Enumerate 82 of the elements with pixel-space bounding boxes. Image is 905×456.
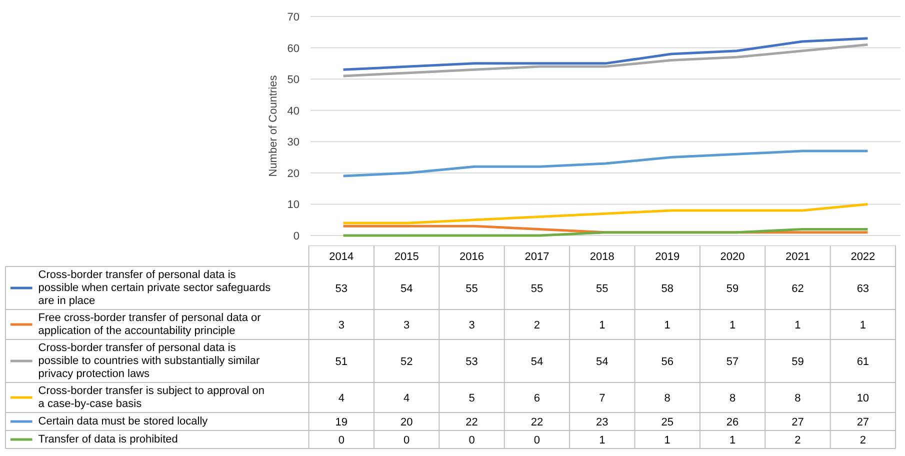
data-label: 56 (661, 356, 674, 368)
data-label: 62 (792, 283, 804, 295)
data-label: 27 (792, 416, 804, 428)
legend-label: Transfer of data is prohibited (38, 434, 178, 446)
data-label: 1 (599, 320, 606, 332)
legend-label: Free cross-border transfer of personal data or application of the accountability principle (38, 312, 262, 337)
data-label: 55 (530, 283, 544, 295)
data-label: 6 (534, 392, 540, 404)
data-label: 63 (856, 283, 870, 295)
data-label: 53 (466, 356, 478, 368)
data-label: 8 (729, 392, 736, 404)
data-label: 1 (860, 320, 866, 332)
x-tick-label: 2018 (590, 251, 614, 263)
y-tick-label: 20 (287, 168, 300, 180)
x-tick-label: 2017 (524, 251, 550, 263)
data-label: 1 (664, 320, 670, 332)
data-label: 20 (400, 416, 413, 428)
data-label: 59 (726, 283, 739, 295)
x-tick-label: 2021 (786, 251, 810, 263)
data-label: 61 (856, 356, 870, 368)
data-label: 3 (404, 320, 410, 332)
data-label: 23 (596, 416, 608, 428)
y-tick-label: 30 (287, 136, 300, 149)
data-label: 1 (664, 434, 670, 446)
y-tick-label: 60 (287, 42, 300, 55)
data-label: 1 (599, 434, 606, 446)
data-label: 0 (468, 434, 475, 446)
data-label: 4 (338, 392, 344, 404)
data-label: 2 (860, 434, 866, 446)
data-label: 2 (534, 320, 540, 332)
data-label: 5 (468, 392, 475, 404)
data-label: 3 (468, 320, 475, 332)
data-label: 2 (794, 434, 801, 446)
data-label: 59 (792, 356, 804, 368)
y-tick-label: 50 (287, 74, 300, 86)
y-axis-title: Number of Countries (267, 74, 280, 177)
data-label: 55 (596, 283, 608, 295)
line-series (342, 150, 869, 178)
data-label: 51 (335, 356, 348, 368)
x-tick-label: 2014 (329, 251, 354, 263)
data-label: 8 (794, 392, 801, 404)
data-label: 10 (856, 392, 870, 404)
x-tick-label: 2020 (720, 251, 745, 263)
line-series (342, 37, 869, 71)
data-label: 1 (794, 320, 801, 332)
y-tick-label: 10 (287, 199, 300, 212)
data-label: 1 (729, 320, 736, 332)
data-label: 54 (596, 356, 608, 368)
line-series (342, 202, 869, 224)
data-label: 7 (599, 392, 606, 404)
data-label: 27 (856, 416, 870, 428)
data-label: 8 (664, 392, 670, 404)
data-label: 54 (530, 356, 544, 368)
legend-label: Cross-border transfer of personal data is possible to countries with substantially similar privacy protection laws (38, 342, 260, 380)
data-label: 0 (534, 434, 540, 446)
legend-label: Certain data must be stored locally (38, 416, 208, 428)
data-label: 22 (466, 416, 478, 428)
y-tick-label: 70 (287, 12, 300, 24)
data-label: 1 (729, 434, 736, 446)
data-label: 58 (661, 283, 674, 295)
y-tick-label: 0 (293, 230, 300, 242)
data-label: 52 (400, 356, 413, 368)
x-tick-label: 2016 (460, 251, 484, 263)
data-label: 4 (404, 392, 410, 404)
data-label: 54 (400, 283, 413, 295)
data-label: 22 (530, 416, 544, 428)
x-tick-label: 2015 (394, 251, 419, 263)
line-series (342, 43, 869, 78)
data-label: 26 (726, 416, 739, 428)
legend-label: Cross-border transfer is subject to approval on a case-by-case basis (38, 385, 265, 410)
legend-label: Cross-border transfer of personal data is possible when certain private sector safeguards are in place (38, 269, 272, 307)
data-label: 25 (661, 416, 674, 428)
data-label: 0 (338, 434, 344, 446)
x-tick-label: 2022 (850, 251, 876, 263)
data-label: 57 (726, 356, 739, 368)
y-tick-label: 40 (287, 105, 300, 118)
data-label: 53 (335, 283, 348, 295)
x-tick-label: 2019 (655, 251, 680, 263)
data-label: 3 (338, 320, 344, 332)
data-label: 19 (335, 416, 348, 428)
data-label: 0 (404, 434, 410, 446)
data-label: 55 (466, 283, 478, 295)
